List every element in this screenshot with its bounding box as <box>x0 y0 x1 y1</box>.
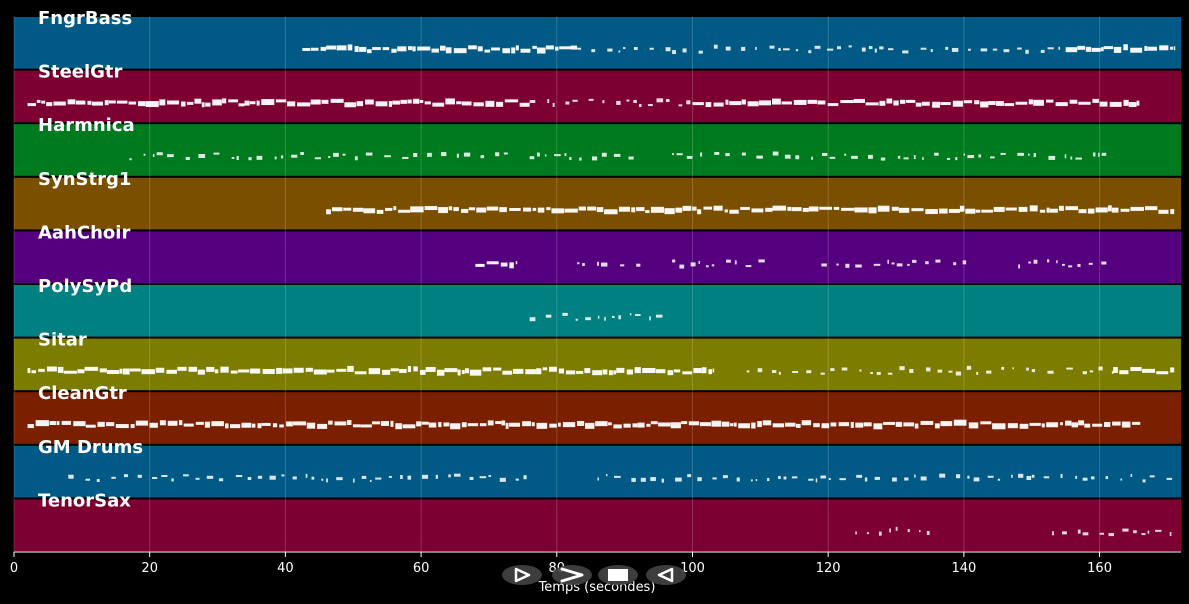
note-segment <box>1099 99 1140 108</box>
x-axis-label: Temps (secondes) <box>538 580 656 595</box>
x-tick-label: 0 <box>10 561 18 576</box>
note-segment <box>129 152 508 161</box>
note-segment <box>672 259 765 269</box>
note-segment <box>529 312 663 322</box>
track-label: PolySyPd <box>38 276 132 297</box>
track-label: SteelGtr <box>38 62 123 83</box>
x-tick-label: 60 <box>413 561 430 576</box>
track-band <box>14 231 1181 283</box>
note-segment <box>1031 473 1173 483</box>
note-segment <box>597 473 1032 483</box>
note-segment <box>1031 366 1114 375</box>
note-segment <box>814 45 1061 54</box>
note-segment <box>672 44 812 55</box>
note-segment <box>672 151 1107 161</box>
note-segment <box>577 46 671 53</box>
rewind-icon[interactable] <box>646 565 686 585</box>
note-segment <box>577 261 641 267</box>
note-segment <box>68 473 527 483</box>
note-segment <box>27 98 530 108</box>
track-label: CleanGtr <box>38 383 127 404</box>
x-tick-label: 100 <box>680 561 705 576</box>
track-label: TenorSax <box>38 490 131 511</box>
track-band <box>14 177 1181 230</box>
note-segment <box>1018 259 1107 269</box>
track-band <box>14 499 1181 551</box>
note-segment <box>475 261 518 269</box>
note-segment <box>1065 44 1176 53</box>
playback-controls[interactable] <box>502 565 686 585</box>
notes <box>27 44 1176 537</box>
note-segment <box>855 526 930 536</box>
track-band <box>14 17 1181 69</box>
note-segment <box>27 365 715 376</box>
track-label: FngrBass <box>38 8 132 29</box>
track-labels: FngrBass SteelGtr Harmnica SynStrg1 AahChoir… <box>38 8 143 511</box>
x-axis: 0 20 40 60 80 100 120 140 160 <box>10 551 1181 576</box>
stop-icon[interactable] <box>598 565 638 585</box>
note-segment <box>302 46 327 51</box>
track-band <box>14 338 1181 391</box>
track-label: AahChoir <box>38 222 130 243</box>
note-segment <box>692 98 1099 108</box>
note-segment <box>326 205 1175 215</box>
track-label: Sitar <box>38 330 87 351</box>
note-segment <box>746 365 1029 376</box>
note-segment <box>1052 528 1172 537</box>
track-label: SynStrg1 <box>38 169 131 190</box>
track-band <box>14 285 1181 337</box>
note-segment <box>1113 366 1175 375</box>
x-tick-label: 120 <box>816 561 841 576</box>
track-band <box>14 392 1181 444</box>
play-icon[interactable] <box>502 565 542 585</box>
track-label: Harmnica <box>38 115 135 136</box>
track-band <box>14 70 1181 123</box>
note-segment <box>821 259 967 268</box>
fast-forward-icon[interactable] <box>552 565 592 585</box>
note-segment <box>529 98 691 108</box>
track-band <box>14 445 1181 498</box>
x-tick-label: 160 <box>1087 561 1112 576</box>
note-segment <box>529 152 634 161</box>
x-tick-label: 40 <box>277 561 294 576</box>
note-segment <box>326 44 578 54</box>
x-tick-label: 20 <box>141 561 158 576</box>
track-label: GM Drums <box>38 437 143 458</box>
x-tick-label: 140 <box>951 561 976 576</box>
note-segment <box>27 419 1141 430</box>
track-band <box>14 124 1181 176</box>
tracks <box>14 17 1181 551</box>
